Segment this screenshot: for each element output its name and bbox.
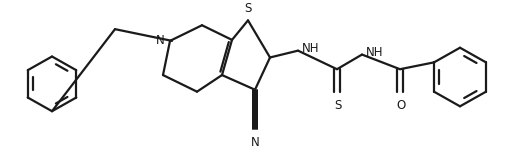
Text: NH: NH <box>302 42 320 55</box>
Text: S: S <box>244 2 252 16</box>
Text: N: N <box>156 34 165 47</box>
Text: NH: NH <box>366 46 383 59</box>
Text: S: S <box>334 99 342 112</box>
Text: O: O <box>396 99 406 112</box>
Text: N: N <box>251 136 260 149</box>
